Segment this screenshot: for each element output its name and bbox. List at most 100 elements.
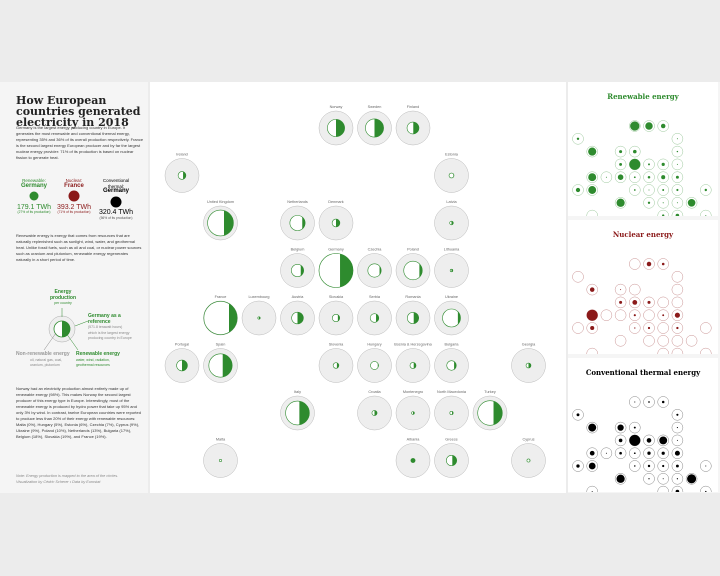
stat-renewable: Renewable: Germany 179.1 TWh (27% of its… bbox=[14, 178, 54, 216]
legend-renewable-share bbox=[62, 321, 70, 337]
nuclear-title: Nuclear energy bbox=[612, 230, 674, 239]
renewable-share bbox=[410, 458, 416, 463]
nuclear-cell-denmark bbox=[629, 283, 641, 296]
nuclear-cell-malta bbox=[586, 347, 598, 360]
nuclear-cell-greece bbox=[671, 347, 684, 360]
country-label: Germany bbox=[328, 248, 344, 252]
cell-value bbox=[619, 451, 622, 455]
nuclear-cell-montenegro bbox=[657, 335, 669, 347]
thermal-cell-bosnia-herzegovina bbox=[657, 460, 669, 472]
stat-nuclear: Nuclear: France 393.2 TWh (71% of its pr… bbox=[54, 178, 94, 216]
cell-value bbox=[576, 464, 580, 468]
renewable-title: Renewable energy bbox=[607, 92, 679, 101]
note-text: Note: Energy production is mapped to the… bbox=[16, 474, 119, 478]
cell-outline bbox=[685, 335, 698, 347]
stat-label: Nuclear: bbox=[65, 178, 83, 183]
country-label: Greece bbox=[445, 438, 457, 442]
country-denmark: Denmark bbox=[318, 200, 354, 241]
cell-value bbox=[605, 176, 607, 178]
renewable-share bbox=[413, 122, 419, 134]
renewable-cell-georgia bbox=[700, 184, 712, 196]
country-france: France bbox=[203, 295, 238, 336]
cell-value bbox=[647, 451, 651, 455]
country-label: Slovakia bbox=[329, 295, 344, 299]
renewable-cell-lithuania bbox=[671, 158, 684, 171]
cell-value bbox=[676, 188, 679, 192]
thermal-cell-malta bbox=[586, 485, 598, 498]
country-label: Poland bbox=[407, 248, 419, 252]
country-slovakia: Slovakia bbox=[318, 295, 354, 336]
nuclear-cell-croatia bbox=[643, 335, 655, 347]
renewable-share bbox=[337, 314, 340, 322]
renewable-cell-ireland bbox=[572, 133, 584, 145]
renewable-cell-spain bbox=[586, 184, 598, 196]
thermal-cell-united-kingdom bbox=[586, 421, 598, 434]
cell-value bbox=[676, 439, 678, 441]
thermal-cell-luxembourg bbox=[600, 447, 613, 459]
country-label: Serbia bbox=[369, 295, 381, 299]
cell-value bbox=[617, 174, 624, 180]
renewable-cell-norway bbox=[629, 120, 641, 132]
cell-value bbox=[661, 451, 665, 455]
renewable-cell-montenegro bbox=[657, 197, 669, 209]
legend-diagram bbox=[43, 308, 89, 351]
cell-value bbox=[660, 123, 666, 129]
country-label: Norway bbox=[330, 105, 343, 109]
cell-outline bbox=[671, 296, 684, 309]
country-cyprus: Cyprus bbox=[511, 438, 546, 478]
nuclear-cell-luxembourg bbox=[600, 309, 613, 321]
nuclear-cell-north-macedonia bbox=[671, 335, 684, 347]
cell-outline bbox=[671, 283, 684, 296]
renewable-cell-finland bbox=[657, 120, 669, 132]
country-label: Turkey bbox=[484, 390, 496, 394]
nuclear-cell-lithuania bbox=[671, 296, 684, 309]
cell-value bbox=[662, 478, 664, 480]
cell-outline bbox=[700, 347, 712, 360]
nuclear-cell-cyprus bbox=[700, 347, 712, 360]
cell-value bbox=[605, 452, 607, 454]
legend-nonrenewable-sub1: oil, natural gas, coal, bbox=[30, 357, 63, 362]
country-greece: Greece bbox=[434, 438, 469, 478]
stat-value: 393.2 TWh bbox=[56, 203, 92, 211]
cell-value bbox=[589, 287, 595, 292]
thermal-cell-ireland bbox=[572, 409, 584, 421]
nuclear-cell-belgium bbox=[614, 296, 627, 309]
renewable-share bbox=[413, 312, 419, 324]
thermal-cell-lithuania bbox=[671, 434, 684, 447]
cell-outline bbox=[572, 322, 584, 334]
country-label: Spain bbox=[216, 343, 226, 347]
cell-value bbox=[687, 198, 696, 207]
cell-value bbox=[705, 215, 707, 217]
cell-value bbox=[662, 202, 664, 204]
cell-outline bbox=[657, 335, 669, 347]
renewable-share bbox=[451, 269, 453, 272]
cell-value bbox=[619, 162, 623, 166]
cell-value bbox=[620, 289, 622, 291]
cell-value bbox=[645, 122, 653, 130]
country-slovenia: Slovenia bbox=[318, 343, 354, 383]
nuclear-cell-czechia bbox=[643, 296, 655, 309]
renewable-share bbox=[297, 312, 304, 324]
legend-renewable-sub1: water, wind, radiation, bbox=[76, 357, 110, 362]
renewable-share bbox=[222, 354, 233, 377]
cell-value bbox=[676, 413, 679, 416]
cell-value bbox=[674, 312, 680, 318]
nuclear-cell-latvia bbox=[671, 283, 684, 296]
cell-value bbox=[588, 173, 597, 182]
stat-share: (56% of its production) bbox=[99, 215, 133, 220]
renewable-share bbox=[376, 313, 379, 323]
country-united-kingdom: United Kingdom bbox=[203, 200, 238, 241]
renewable-share bbox=[340, 253, 353, 288]
stat-dot bbox=[29, 191, 39, 201]
cell-value bbox=[676, 163, 678, 165]
renewable-share bbox=[454, 361, 457, 370]
renewable-cell-denmark bbox=[629, 145, 641, 158]
renewable-share bbox=[419, 263, 423, 278]
renewable-cell-slovakia bbox=[629, 171, 641, 183]
renewable-cell-north-macedonia bbox=[671, 197, 684, 209]
thermal-cell-sweden bbox=[643, 396, 655, 408]
cell-value bbox=[632, 299, 638, 305]
cell-value bbox=[661, 400, 665, 404]
production-circle bbox=[448, 172, 455, 179]
nuclear-cell-romania bbox=[657, 309, 669, 321]
